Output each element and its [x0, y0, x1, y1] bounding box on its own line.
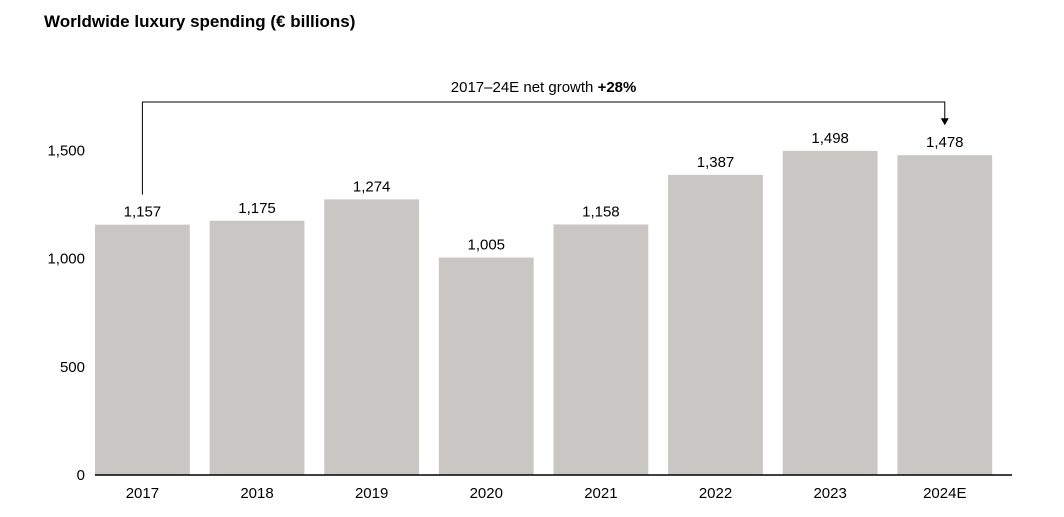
data-label: 1,175	[238, 200, 276, 217]
bar-2024E	[897, 155, 993, 475]
growth-arrowhead	[940, 118, 949, 126]
x-tick-label: 2022	[699, 485, 732, 502]
growth-bracket-line	[141, 101, 946, 195]
data-label: 1,498	[811, 130, 849, 147]
growth-value: +28%	[598, 79, 637, 96]
x-tick-label: 2017	[126, 485, 159, 502]
bar-2019	[324, 199, 420, 475]
bar-2018	[209, 220, 305, 475]
bar-2020	[438, 257, 534, 475]
data-label: 1,478	[926, 134, 964, 151]
y-tick-label: 500	[60, 359, 85, 376]
data-label: 1,158	[582, 203, 620, 220]
bar-2017	[95, 224, 190, 475]
x-tick-label: 2024E	[923, 485, 966, 502]
data-labels-group: 1,157 1,175 1,274 1,005 1,158 1,387 1,498 1,478	[124, 130, 964, 254]
x-axis: 2017 2018 2019 2020 2021 2022 2023 2024E	[126, 485, 967, 502]
bar-2022	[668, 174, 763, 476]
x-tick-label: 2023	[813, 485, 846, 502]
growth-annotation: 2017–24E net growth +28%	[141, 79, 949, 195]
y-axis: 0 500 1,000 1,500	[47, 142, 85, 484]
bars-group	[95, 150, 993, 476]
data-label: 1,157	[124, 204, 162, 221]
x-tick-label: 2019	[355, 485, 388, 502]
data-label: 1,387	[697, 154, 735, 171]
data-label: 1,005	[467, 237, 505, 254]
bar-2021	[553, 224, 649, 475]
x-tick-label: 2020	[470, 485, 503, 502]
growth-annotation-text: 2017–24E net growth +28%	[451, 79, 637, 96]
x-tick-label: 2018	[240, 485, 273, 502]
x-tick-label: 2021	[584, 485, 617, 502]
chart-title: Worldwide luxury spending (€ billions)	[44, 12, 356, 31]
bar-2023	[782, 150, 878, 475]
y-tick-label: 1,500	[47, 142, 85, 159]
y-tick-label: 1,000	[47, 251, 85, 268]
y-tick-label: 0	[77, 467, 85, 484]
data-label: 1,274	[353, 178, 391, 195]
growth-label: 2017–24E net growth	[451, 79, 594, 96]
